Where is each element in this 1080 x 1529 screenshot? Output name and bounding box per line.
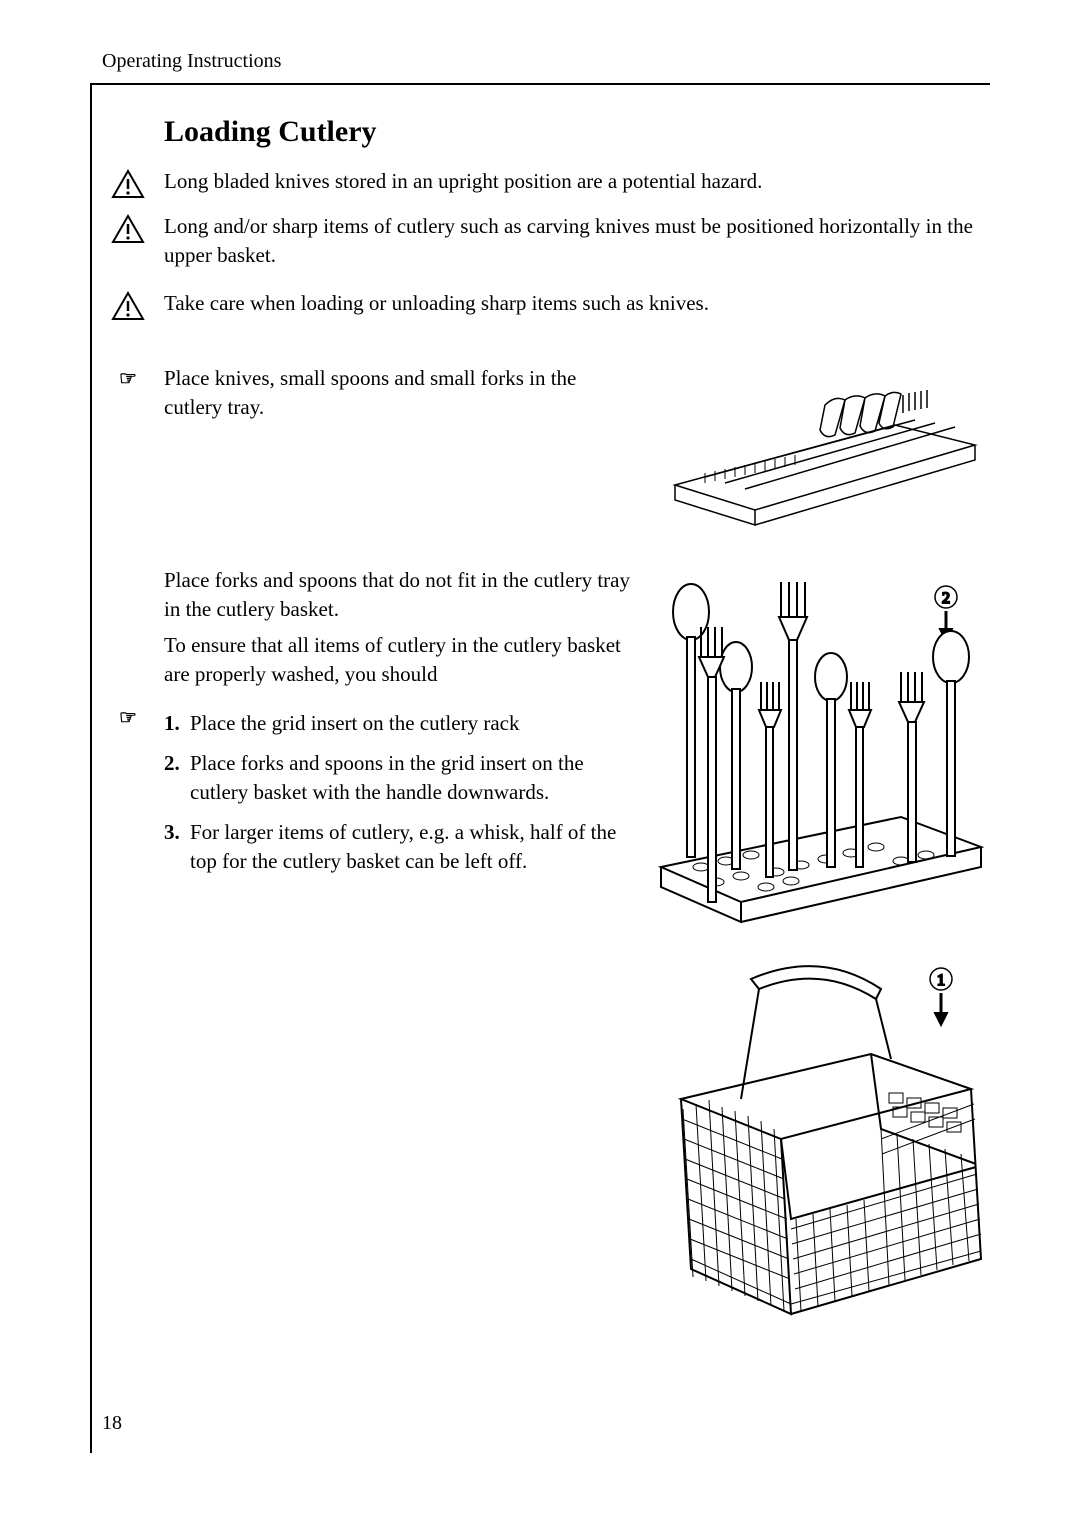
pointer-icon-col: ☞ — [92, 703, 164, 730]
step-list: Place the grid insert on the cutlery rac… — [164, 709, 632, 876]
para-2: To ensure that all items of cutlery in t… — [164, 631, 632, 690]
svg-text:1: 1 — [937, 972, 945, 989]
tip-row-1: ☞ Place knives, small spoons and small f… — [92, 364, 990, 536]
step-item-1: Place the grid insert on the cutlery rac… — [164, 709, 632, 738]
warning-triangle-icon — [111, 214, 145, 249]
section-title: Loading Cutlery — [164, 115, 990, 149]
pointing-hand-icon: ☞ — [119, 705, 137, 730]
warning-row-3: Take care when loading or unloading shar… — [92, 289, 990, 326]
warning-triangle-icon — [111, 169, 145, 204]
header-label: Operating Instructions — [102, 50, 990, 73]
warning-text-3: Take care when loading or unloading shar… — [164, 289, 990, 318]
step-item-2: Place forks and spoons in the grid inser… — [164, 749, 632, 808]
cutlery-tray-illustration — [644, 364, 986, 536]
page-number: 18 — [102, 1412, 122, 1435]
pointer-icon-col: ☞ — [92, 364, 164, 391]
pointing-hand-icon: ☞ — [119, 366, 137, 391]
basket-section: Place forks and spoons that do not fit i… — [92, 566, 990, 1330]
para-1: Place forks and spoons that do not fit i… — [164, 566, 632, 625]
page-frame: Loading Cutlery Long bladed knives store… — [90, 83, 990, 1453]
warning-text-2: Long and/or sharp items of cutlery such … — [164, 212, 990, 271]
warning-icon-col — [92, 289, 164, 326]
step-item-3: For larger items of cutlery, e.g. a whis… — [164, 818, 632, 877]
warning-icon-col — [92, 167, 164, 204]
cutlery-basket-illustration: 1 — [640, 958, 992, 1330]
warning-row-2: Long and/or sharp items of cutlery such … — [92, 212, 990, 271]
grid-insert-illustration: 2 — [640, 566, 992, 948]
warning-row-1: Long bladed knives stored in an upright … — [92, 167, 990, 204]
warning-icon-col — [92, 212, 164, 249]
warning-text-1: Long bladed knives stored in an upright … — [164, 167, 990, 196]
warning-triangle-icon — [111, 291, 145, 326]
svg-text:2: 2 — [942, 590, 950, 607]
tip-text-1: Place knives, small spoons and small for… — [164, 364, 640, 423]
